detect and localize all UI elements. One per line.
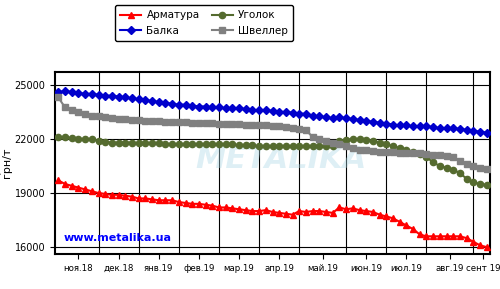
Legend: Арматура, Балка, Уголок, Швеллер: Арматура, Балка, Уголок, Швеллер bbox=[115, 5, 293, 41]
Text: www.metalika.ua: www.metalika.ua bbox=[64, 234, 172, 243]
Text: METALIKA: METALIKA bbox=[196, 145, 367, 174]
Y-axis label: Цена,
грн/т: Цена, грн/т bbox=[0, 147, 12, 180]
